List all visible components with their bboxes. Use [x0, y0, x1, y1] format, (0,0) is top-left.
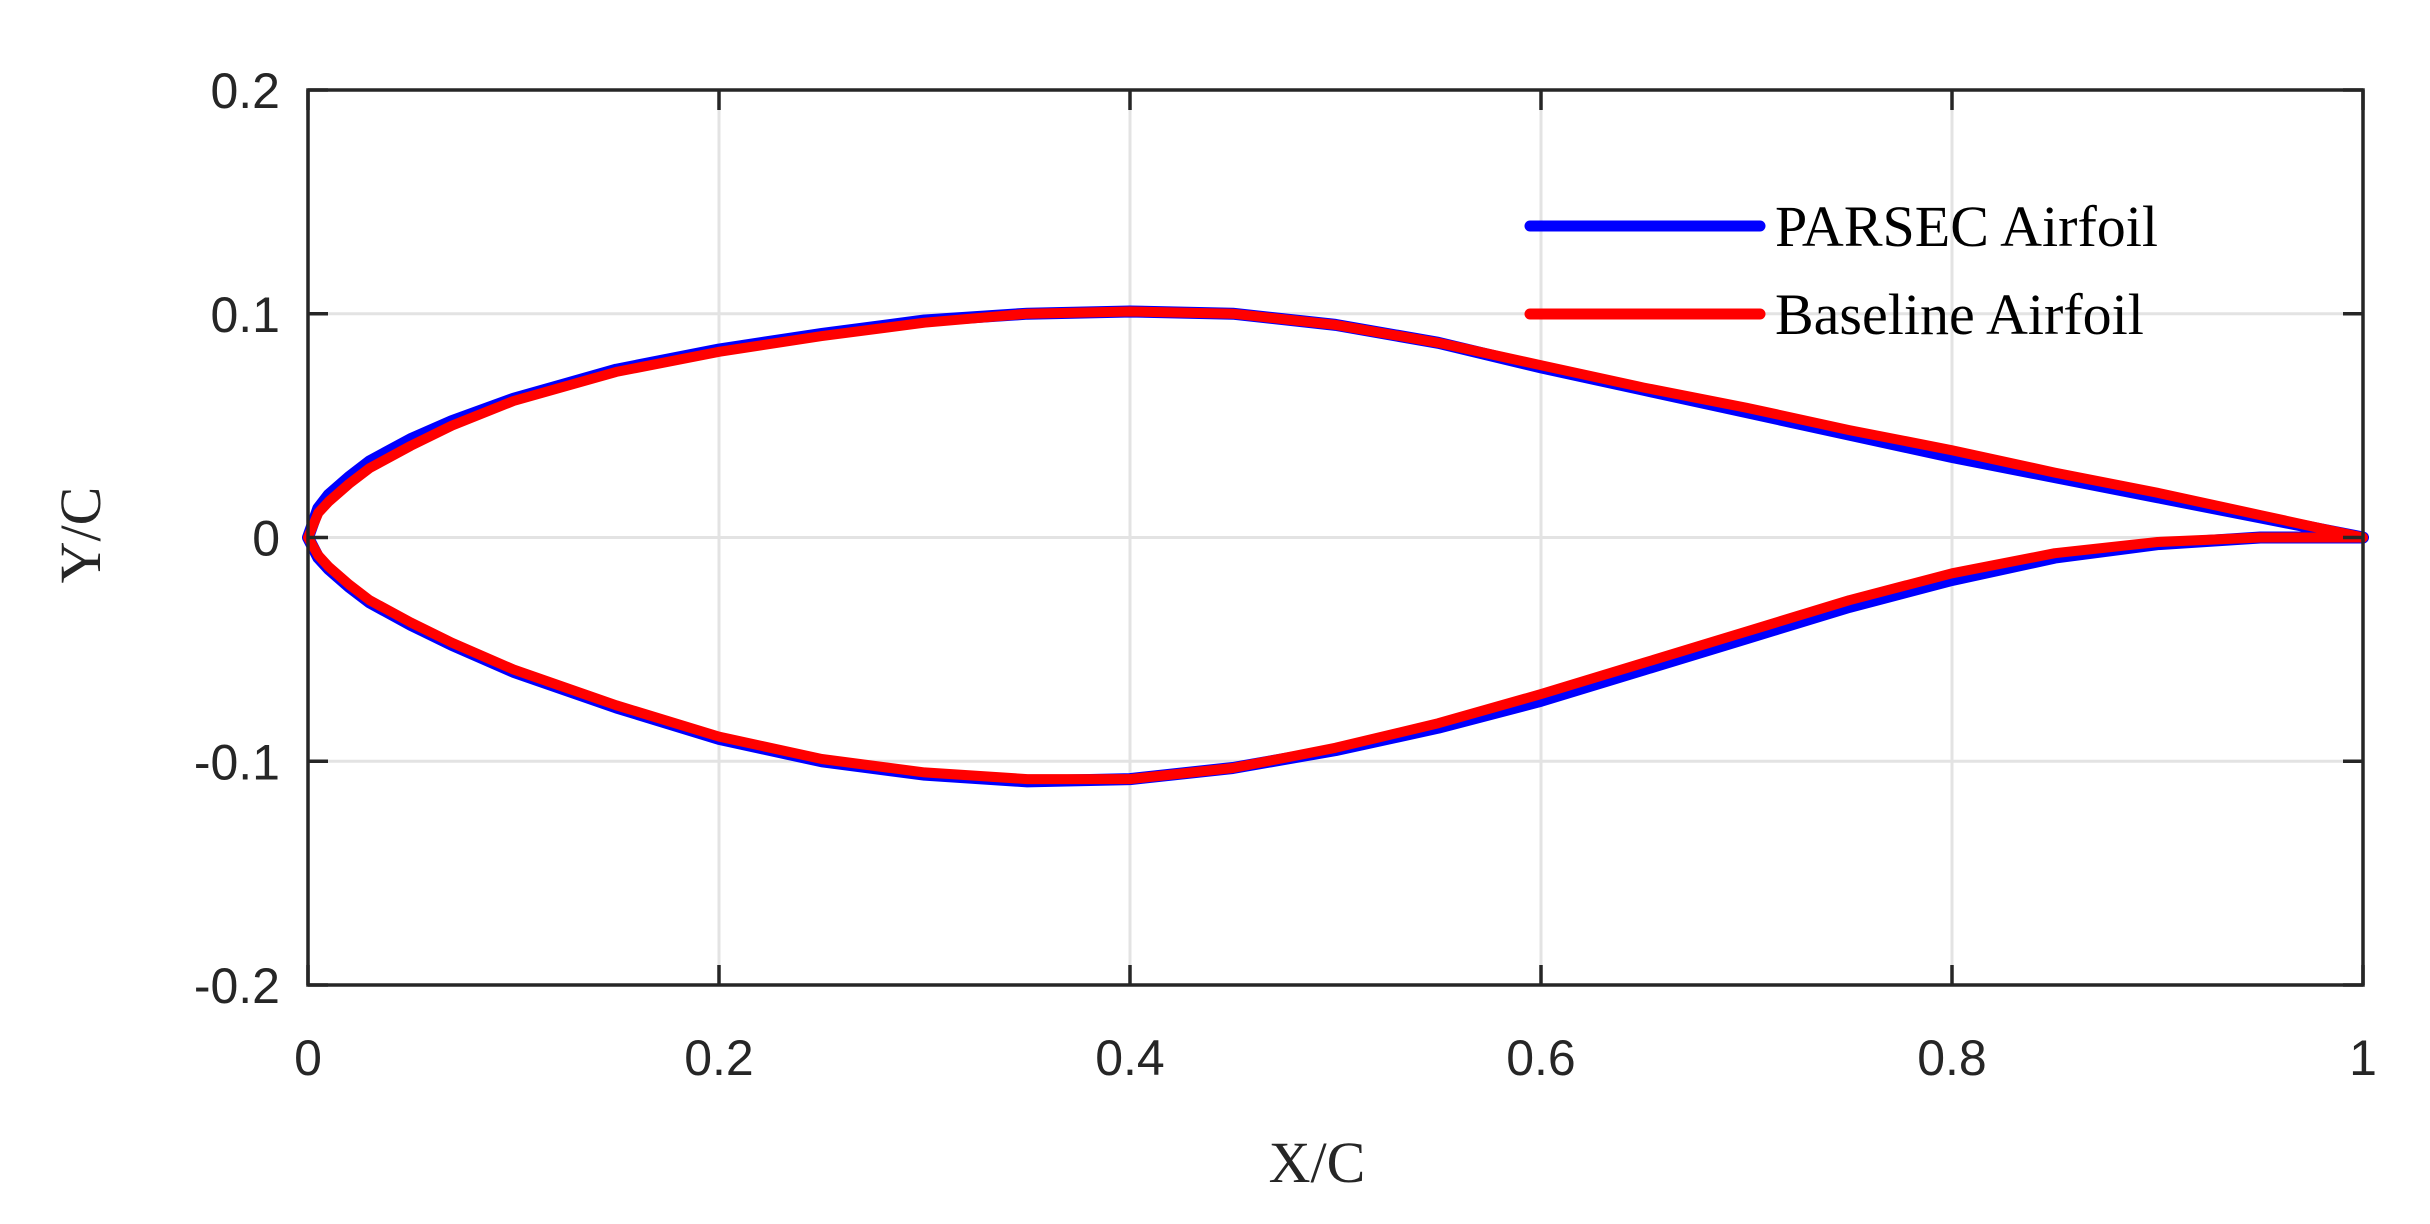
x-tick-label: 0.8 [1917, 1030, 1987, 1086]
series-line-baseline [303, 306, 2368, 785]
series-lines [302, 305, 2369, 788]
y-tick-label: 0.1 [210, 287, 280, 343]
x-tick-label: 0 [294, 1030, 322, 1086]
axes [306, 88, 2365, 987]
grid [308, 90, 2363, 985]
x-tick-label: 0.4 [1095, 1030, 1165, 1086]
legend: PARSEC Airfoil Baseline Airfoil [1524, 194, 2158, 347]
y-axis-label: Y/C [48, 487, 113, 584]
y-tick-label: -0.2 [194, 958, 280, 1014]
x-tick-label: 0.2 [684, 1030, 754, 1086]
tick-labels: 0 0.2 0.4 0.6 0.8 1 -0.2 -0.1 0 0.1 0.2 [194, 63, 2377, 1086]
y-tick-label: 0.2 [210, 63, 280, 119]
legend-label-baseline: Baseline Airfoil [1775, 282, 2144, 347]
y-tick-label: 0 [252, 511, 280, 567]
legend-label-parsec: PARSEC Airfoil [1775, 194, 2158, 259]
series-line-parsec [302, 305, 2369, 788]
x-tick-label: 1 [2349, 1030, 2377, 1086]
y-tick-label: -0.1 [194, 734, 280, 790]
x-axis-label: X/C [1269, 1130, 1366, 1195]
x-tick-label: 0.6 [1506, 1030, 1576, 1086]
